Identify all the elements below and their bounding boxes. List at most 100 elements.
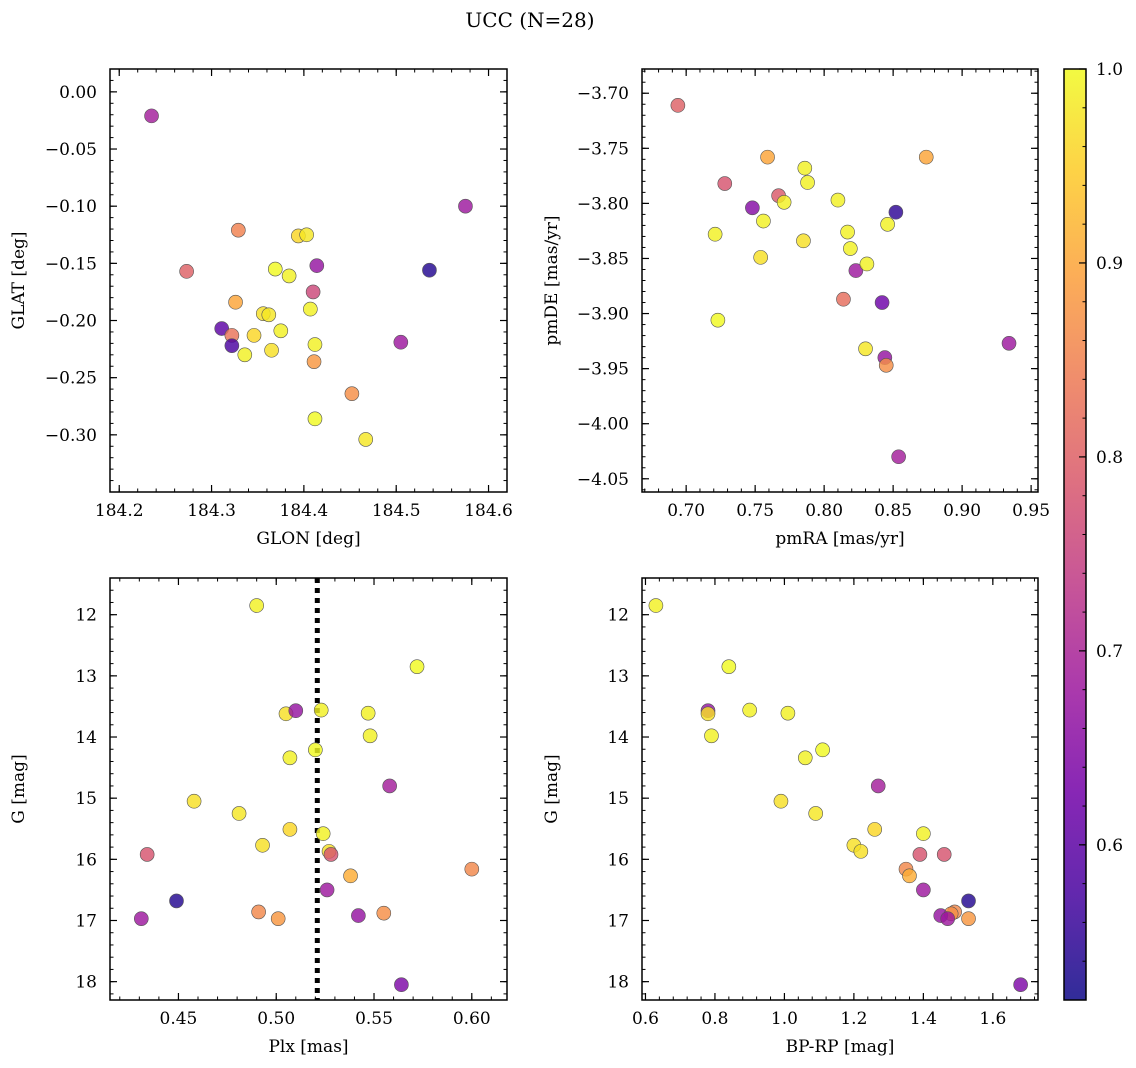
data-point: [323, 847, 339, 862]
data-point: [344, 386, 360, 401]
data-point: [303, 301, 318, 317]
data-point: [874, 295, 890, 310]
data-point: [797, 160, 813, 176]
data-point: [393, 334, 409, 350]
y-tick-label: 17: [75, 911, 97, 931]
data-point: [773, 793, 789, 809]
data-point: [251, 904, 266, 920]
data-point: [859, 256, 875, 272]
x-axis-label: Plx [mas]: [268, 1037, 348, 1057]
x-tick-label: 0.50: [257, 1009, 295, 1029]
x-tick-label: 0.80: [805, 501, 843, 521]
data-point: [888, 204, 904, 220]
data-point: [891, 449, 906, 465]
x-tick-label: 184.6: [464, 501, 513, 521]
colorbar-tick-label: 0.9: [1096, 254, 1123, 274]
y-tick-label: 15: [607, 789, 629, 809]
data-point: [870, 778, 886, 794]
data-point: [700, 706, 716, 722]
data-point: [351, 908, 366, 923]
data-point: [214, 321, 230, 336]
scatter-points: [670, 98, 1017, 465]
data-point: [186, 793, 202, 809]
data-point: [169, 893, 184, 909]
data-point: [308, 742, 323, 758]
y-tick-label: 18: [607, 973, 629, 993]
data-point: [394, 977, 409, 993]
data-point: [717, 176, 733, 191]
y-axis-label: GLAT [deg]: [9, 231, 29, 329]
data-point: [306, 354, 322, 369]
data-point: [237, 347, 253, 363]
data-point: [343, 868, 358, 884]
data-point: [360, 705, 376, 721]
data-point: [808, 806, 823, 821]
data-point: [721, 659, 737, 674]
x-tick-label: 0.95: [1012, 501, 1050, 521]
data-point: [288, 703, 304, 719]
panels-group: 184.2 184.3 184.4 184.5 184.6 0.00 −0.05 −0.10 −…: [9, 68, 1050, 1057]
x-tick-label: 0.70: [667, 501, 705, 521]
x-axis-label: BP-RP [mag]: [786, 1037, 895, 1057]
data-point: [760, 149, 775, 165]
x-tick-label: 184.3: [187, 501, 236, 521]
y-tick-label: 16: [75, 850, 97, 870]
data-point: [918, 149, 934, 165]
x-tick-label: 1.2: [840, 1009, 867, 1029]
data-point: [305, 284, 321, 300]
data-point: [710, 312, 726, 328]
data-point: [916, 882, 931, 898]
y-tick-label: 15: [75, 789, 97, 809]
data-point: [309, 258, 325, 273]
y-tick-label: −0.10: [45, 197, 97, 217]
y-tick-label: 17: [607, 911, 629, 931]
scatter-points: [133, 598, 480, 993]
data-point: [313, 702, 329, 718]
y-axis-label: pmDE [mas/yr]: [542, 215, 562, 345]
data-point: [815, 742, 830, 758]
data-point: [776, 194, 792, 210]
data-point: [853, 844, 869, 859]
y-tick-label: 0.00: [59, 83, 97, 103]
y-tick-label: −0.30: [45, 426, 97, 446]
data-point: [940, 911, 955, 926]
data-point: [916, 826, 931, 841]
data-point: [796, 233, 811, 249]
figure-title: UCC (N=28): [465, 8, 594, 32]
data-point: [961, 911, 976, 926]
data-point: [249, 598, 264, 613]
data-point: [409, 659, 425, 674]
data-point: [133, 911, 149, 926]
data-point: [848, 263, 864, 278]
data-point: [902, 868, 917, 884]
y-tick-label: 18: [75, 973, 97, 993]
data-point: [742, 702, 757, 718]
data-point: [912, 847, 928, 862]
colorbar-tick-label: 0.7: [1096, 642, 1123, 662]
data-point: [179, 264, 194, 279]
colorbar-tick-label: 1.0: [1096, 60, 1123, 80]
data-point: [858, 341, 873, 357]
y-tick-label: 14: [75, 728, 97, 748]
data-point: [1013, 977, 1028, 993]
x-tick-label: 0.60: [453, 1009, 491, 1029]
scatter-points: [648, 598, 1028, 993]
data-point: [261, 307, 277, 323]
y-tick-label: −0.25: [45, 369, 97, 389]
data-point: [246, 328, 262, 343]
y-axis-label: G [mag]: [9, 754, 29, 823]
data-point: [264, 342, 279, 358]
data-point: [670, 98, 686, 113]
data-point: [936, 847, 952, 862]
data-point: [756, 213, 771, 229]
data-point: [1001, 335, 1017, 351]
x-tick-label: 1.4: [910, 1009, 937, 1029]
x-tick-label: 1.6: [979, 1009, 1006, 1029]
x-tick-label: 184.5: [372, 501, 421, 521]
data-point: [224, 338, 240, 353]
y-tick-label: 13: [607, 667, 629, 687]
data-point: [358, 432, 374, 447]
data-point: [840, 224, 855, 240]
y-tick-label: 16: [607, 850, 629, 870]
y-tick-label: −3.95: [577, 360, 629, 380]
